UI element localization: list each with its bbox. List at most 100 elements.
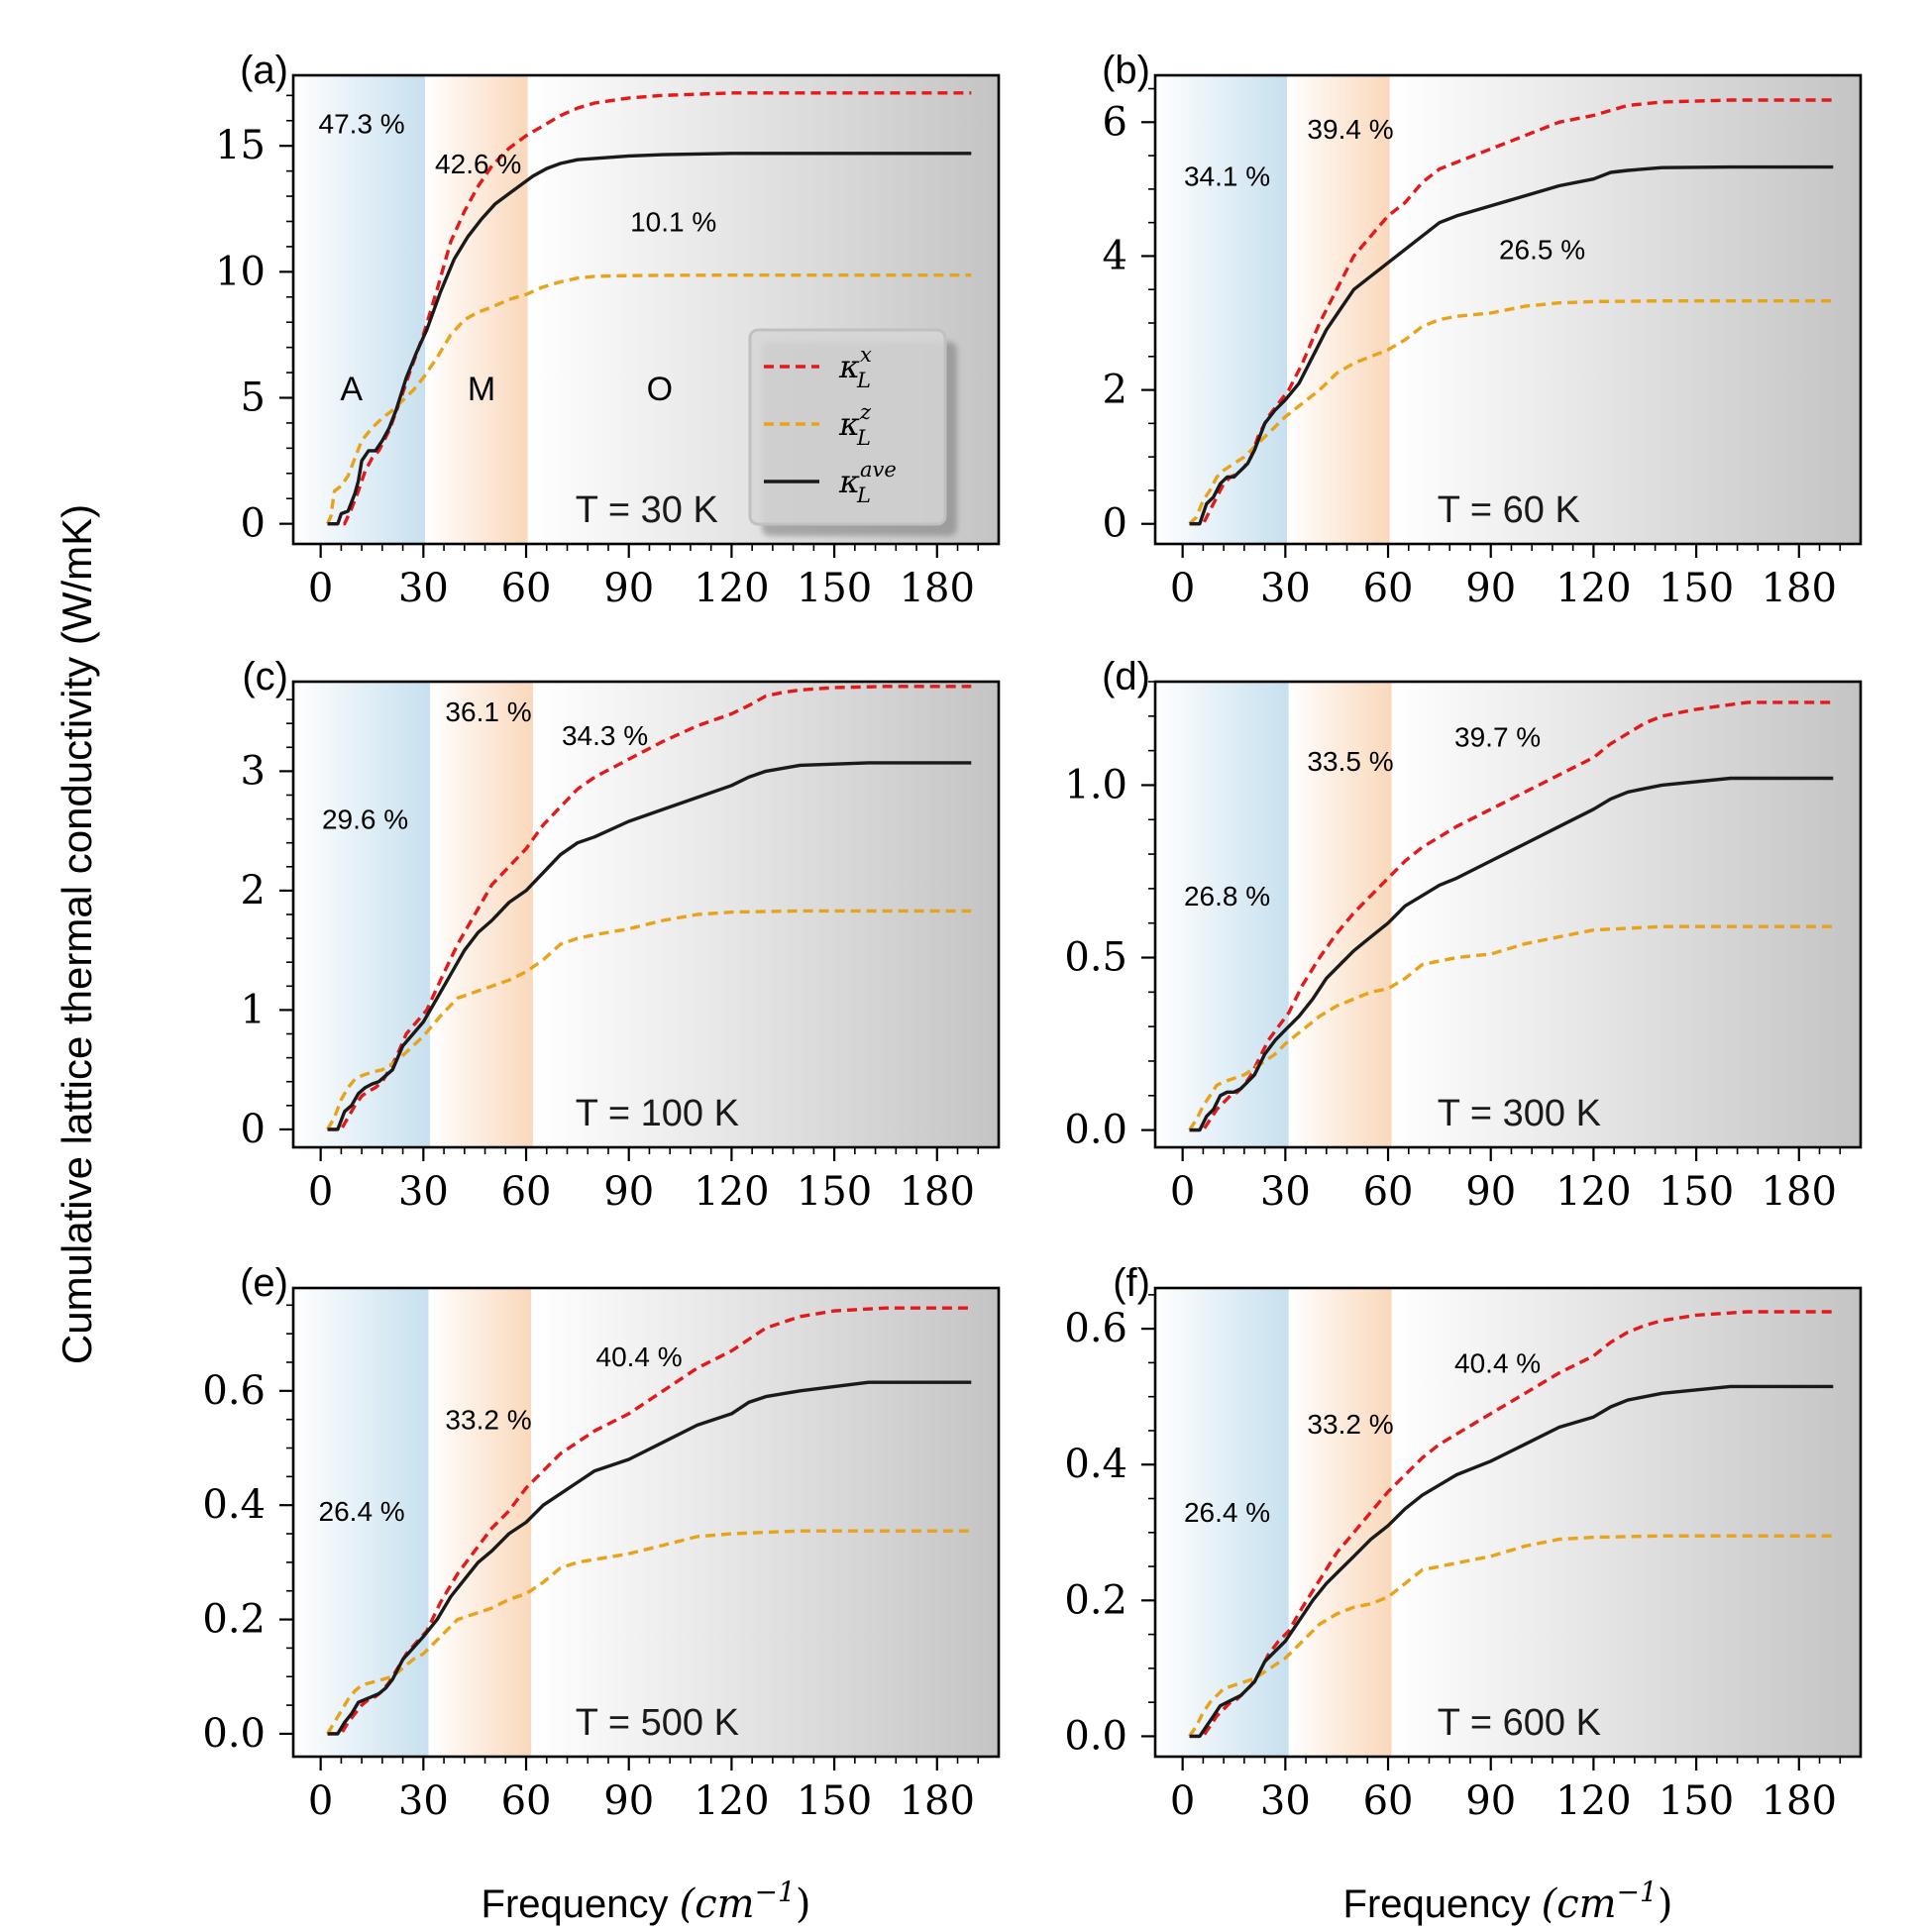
x-tick-label: 0	[1170, 1778, 1195, 1824]
x-tick-label: 60	[1363, 566, 1414, 611]
plot-frame	[1153, 680, 1863, 1149]
x-tick-label: 150	[1659, 1169, 1734, 1215]
x-tick-label: 90	[1465, 1778, 1516, 1824]
temperature-label: T = 100 K	[576, 1093, 739, 1134]
x-tick-label: 150	[1659, 566, 1734, 611]
y-tick-label: 15	[215, 123, 266, 168]
chart-panel-a: 47.3 %42.6 %10.1 %T = 30 K0 30 60 90 120 150 1…	[215, 49, 1001, 611]
band-mixed	[430, 682, 533, 1147]
band-acoustic	[1155, 1288, 1289, 1757]
x-tick-label: 120	[1555, 1169, 1631, 1215]
x-tick-label: 90	[603, 1169, 654, 1215]
band-acoustic	[293, 1288, 429, 1757]
x-tick-label: 150	[797, 566, 872, 611]
y-tick-label: 1.0	[1064, 762, 1127, 807]
y-tick-label: 0.0	[1064, 1108, 1127, 1153]
percent-label: 33.2 %	[445, 1405, 531, 1436]
y-tick-label: 4	[1103, 233, 1127, 278]
y-axis-label: Cumulative lattice thermal conductivity …	[54, 504, 100, 1364]
series-line-kappa-l-ave	[1189, 776, 1834, 1132]
y-tick-label: 0.0	[1064, 1713, 1127, 1759]
band-mixed	[1288, 682, 1392, 1147]
y-tick-label: 6	[1103, 99, 1127, 145]
y-tick-label: 3	[241, 748, 266, 794]
legend-label: κave L	[838, 458, 897, 507]
percent-label: 42.6 %	[435, 149, 521, 179]
y-tick-label: 0	[1103, 501, 1127, 547]
y-tick-label: 0.4	[1064, 1442, 1127, 1487]
series-line-kappa-l-z	[1188, 299, 1834, 525]
series-line-kappa-l-z	[326, 273, 972, 525]
series-line-kappa-l-ave	[1189, 164, 1834, 526]
region-label-optical: O	[647, 371, 673, 408]
band-mixed	[425, 75, 528, 544]
series-line-kappa-l-ave	[1189, 1384, 1834, 1739]
x-tick-label: 180	[900, 1169, 975, 1215]
x-tick-label: 90	[603, 1778, 654, 1824]
x-tick-label: 90	[1465, 566, 1516, 611]
y-tick-label: 0	[241, 501, 266, 547]
x-tick-label: 90	[603, 566, 654, 611]
plot-frame	[1153, 1286, 1863, 1759]
percent-label: 34.3 %	[562, 720, 648, 751]
series-line-kappa-l-x	[327, 91, 972, 526]
x-tick-label: 180	[1762, 566, 1837, 611]
percent-label: 34.1 %	[1184, 161, 1270, 191]
region-label-acoustic: A	[340, 371, 363, 408]
x-tick-label: 60	[501, 566, 552, 611]
x-tick-label: 150	[797, 1778, 872, 1824]
x-tick-label: 30	[1260, 566, 1311, 611]
band-acoustic	[293, 682, 431, 1147]
x-tick-label: 180	[900, 1778, 975, 1824]
chart-panel-c: 29.6 %36.1 %34.3 %T = 100 K0 30 60 90 120 150…	[241, 655, 1001, 1215]
panel-label: (b)	[1102, 49, 1150, 92]
y-tick-label: 0.4	[202, 1482, 266, 1528]
x-tick-label: 0	[1170, 566, 1195, 611]
chart-panel-d: 26.8 % 33.5 % 39.7 % T = 300 K 0 30 60 90 120 150…	[1064, 655, 1863, 1215]
x-tick-label: 120	[694, 566, 769, 611]
percent-label: 36.1 %	[445, 697, 531, 727]
panel-label: (d)	[1102, 655, 1150, 698]
percent-label: 33.2 %	[1307, 1409, 1393, 1440]
y-tick-label: 0.0	[202, 1711, 266, 1757]
band-optical	[531, 1288, 999, 1757]
x-tick-label: 120	[694, 1778, 769, 1824]
percent-label: 33.5 %	[1307, 746, 1393, 777]
band-acoustic	[1155, 682, 1289, 1147]
series-line-kappa-l-z	[1188, 924, 1834, 1131]
panel-label: (c)	[242, 655, 288, 698]
x-tick-label: 60	[501, 1778, 552, 1824]
region-label-mixed: M	[468, 371, 495, 408]
chart-panel-b: 34.1 %39.4 %26.5 %T = 60 K0 30 60 90 120 150 1…	[1102, 49, 1863, 611]
x-axis-label: Frequency (cm−1)	[1343, 1876, 1673, 1927]
percent-label: 40.4 %	[596, 1342, 683, 1372]
x-tick-label: 90	[1465, 1169, 1516, 1215]
x-tick-label: 0	[1170, 1169, 1195, 1215]
y-tick-label: 5	[241, 376, 266, 421]
band-optical	[1389, 75, 1861, 544]
plot-frame	[1153, 73, 1863, 546]
series-line-kappa-l-ave	[327, 1380, 972, 1736]
band-acoustic	[1155, 75, 1288, 544]
band-optical	[1391, 682, 1861, 1147]
series-line-kappa-l-x	[327, 1306, 972, 1736]
x-tick-label: 30	[398, 566, 449, 611]
temperature-label: T = 300 K	[1438, 1093, 1601, 1134]
y-tick-label: 2	[241, 868, 266, 913]
legend-label: κz L	[838, 400, 872, 450]
y-tick-label: 0.6	[1064, 1306, 1127, 1351]
x-tick-label: 120	[694, 1169, 769, 1215]
percent-label: 10.1 %	[630, 206, 716, 237]
x-tick-label: 150	[797, 1169, 872, 1215]
series-line-kappa-l-ave	[327, 761, 972, 1131]
y-tick-label: 0.2	[202, 1597, 266, 1643]
plot-frame	[291, 73, 1001, 546]
legend: κx L κz L κave L	[748, 328, 957, 536]
legend-label: κx L	[838, 343, 872, 392]
x-tick-label: 30	[398, 1169, 449, 1215]
plot-frame	[291, 1286, 1001, 1759]
percent-label: 29.6 %	[322, 805, 408, 835]
temperature-label: T = 600 K	[1438, 1702, 1601, 1744]
x-tick-label: 30	[1260, 1169, 1311, 1215]
